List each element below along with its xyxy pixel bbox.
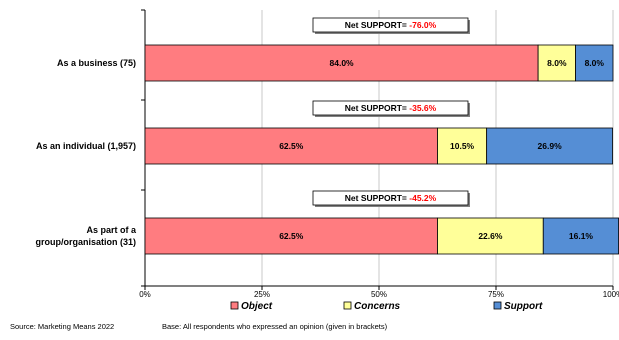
- legend: Object Concerns Support: [230, 301, 543, 312]
- category-labels: As a business (75) As an individual (1,95…: [35, 58, 137, 247]
- legend-swatch-concerns: [343, 301, 352, 310]
- x-tick-label: 25%: [254, 290, 270, 299]
- net-support-label: Net SUPPORT=: [345, 103, 409, 113]
- stacked-bar-chart: 84.0% 8.0% 8.0% 62.5% 10.5% 26.9% 62.5% 22.6% 16…: [35, 9, 619, 312]
- base-note: Base: All respondents who expressed an o…: [162, 322, 388, 331]
- net-support-box: [312, 100, 469, 116]
- x-tick-labels: 0% 25% 50% 75% 100%: [139, 290, 619, 299]
- net-support-text: Net SUPPORT= -35.6%: [345, 103, 437, 113]
- legend-label: Concerns: [354, 301, 401, 312]
- data-label: 26.9%: [538, 141, 563, 151]
- source-note: Source: Marketing Means 2022: [10, 322, 115, 331]
- bar-concerns: [437, 217, 544, 255]
- bar-support: [575, 44, 614, 82]
- category-label: As a business (75): [57, 58, 136, 68]
- net-support-label: Net SUPPORT=: [345, 193, 409, 203]
- net-support-value: -45.2%: [409, 193, 436, 203]
- bars: 84.0% 8.0% 8.0% 62.5% 10.5% 26.9% 62.5% 22.6% 16…: [144, 44, 619, 255]
- category-label: As an individual (1,957): [36, 141, 136, 151]
- data-label: 16.1%: [569, 231, 594, 241]
- category-label: group/organisation (31): [35, 237, 136, 247]
- net-support-value: -76.0%: [409, 20, 436, 30]
- legend-swatch-support: [493, 301, 502, 310]
- data-label: 8.0%: [585, 58, 605, 68]
- net-support-boxes: Net SUPPORT= -76.0%Net SUPPORT= -35.6%Ne…: [312, 17, 470, 207]
- bar-object: [144, 217, 438, 255]
- legend-label: Support: [504, 301, 543, 312]
- net-support-value: -35.6%: [409, 103, 436, 113]
- legend-swatch-object: [230, 301, 239, 310]
- bar-object: [144, 127, 438, 165]
- net-support-text: Net SUPPORT= -45.2%: [345, 193, 437, 203]
- data-label: 62.5%: [279, 141, 304, 151]
- data-label: 84.0%: [330, 58, 355, 68]
- bar-support: [542, 217, 619, 255]
- bar-support: [486, 127, 613, 165]
- bar-concerns: [437, 127, 488, 165]
- x-tick-label: 0%: [139, 290, 151, 299]
- legend-label: Object: [241, 301, 273, 312]
- net-support-box: [312, 17, 469, 33]
- net-support-label: Net SUPPORT=: [345, 20, 409, 30]
- data-label: 62.5%: [279, 231, 304, 241]
- data-label: 22.6%: [478, 231, 503, 241]
- net-support-box: [312, 190, 469, 206]
- category-label: As part of a: [86, 225, 137, 235]
- x-tick-label: 75%: [488, 290, 504, 299]
- bar-object: [144, 44, 539, 82]
- x-tick-label: 100%: [603, 290, 619, 299]
- x-tick-label: 50%: [371, 290, 387, 299]
- data-label: 10.5%: [450, 141, 475, 151]
- net-support-text: Net SUPPORT= -76.0%: [345, 20, 437, 30]
- data-label: 8.0%: [547, 58, 567, 68]
